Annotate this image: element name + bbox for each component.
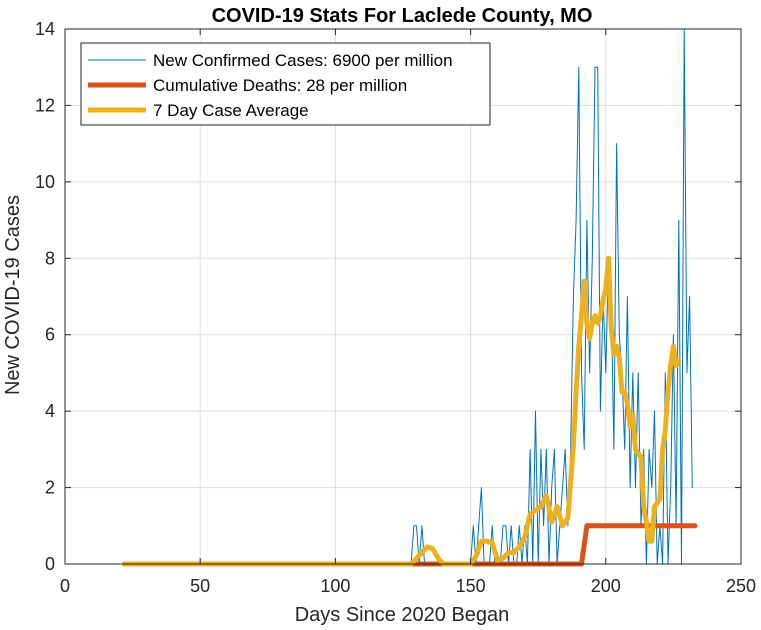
legend-entry-average-label: 7 Day Case Average (153, 101, 309, 120)
y-tick-label: 2 (45, 478, 55, 498)
y-tick-label: 12 (35, 95, 55, 115)
y-tick-label: 6 (45, 325, 55, 345)
legend: New Confirmed Cases: 6900 per million Cum… (80, 42, 491, 126)
plot-frame (64, 28, 742, 565)
x-tick-label: 50 (190, 576, 210, 596)
x-tick-label: 0 (60, 576, 70, 596)
legend-box (80, 42, 491, 126)
x-tick-label: 100 (320, 576, 350, 596)
x-tick-label: 250 (726, 576, 756, 596)
chart-title: COVID-19 Stats For Laclede County, MO (212, 5, 593, 27)
y-tick-label: 10 (35, 172, 55, 192)
seven-day-average-line (122, 255, 682, 567)
y-tick-label: 8 (45, 248, 55, 268)
x-tick-label: 200 (591, 576, 621, 596)
legend-entry-deaths-label: Cumulative Deaths: 28 per million (153, 76, 407, 95)
y-tick-label: 4 (45, 401, 55, 421)
axis-ticks: 0 50 100 150 200 250 0 2 4 6 8 10 12 14 (35, 19, 756, 596)
y-tick-label: 14 (35, 19, 55, 39)
x-axis-label: Days Since 2020 Began (295, 604, 510, 626)
y-tick-label: 0 (45, 554, 55, 574)
x-tick-label: 150 (456, 576, 486, 596)
y-axis-label: New COVID-19 Cases (2, 195, 24, 395)
legend-entry-new-cases-label: New Confirmed Cases: 6900 per million (153, 51, 453, 70)
